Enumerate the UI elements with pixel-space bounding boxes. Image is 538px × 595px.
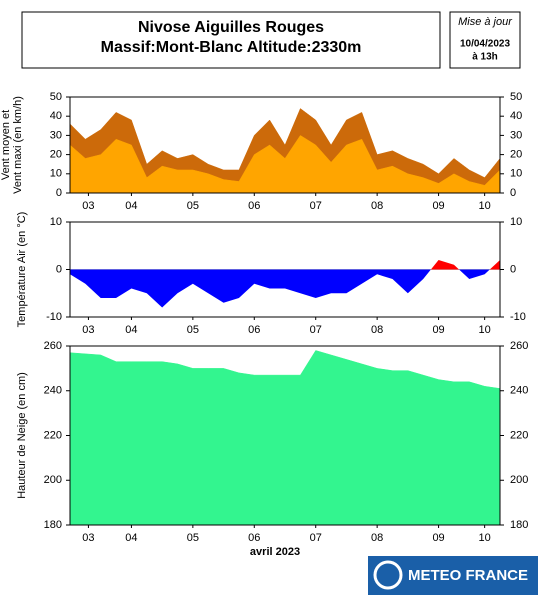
- y-tick-label-right: 220: [510, 429, 528, 441]
- title-line: Massif:Mont-Blanc Altitude:2330m: [101, 39, 362, 56]
- y-tick-label-right: 200: [510, 474, 528, 486]
- x-tick-label: 09: [432, 532, 444, 544]
- y-tick-label: 10: [50, 168, 62, 180]
- area-below: [70, 269, 500, 308]
- y-tick-label-right: 180: [510, 519, 528, 531]
- y-tick-label: 20: [50, 149, 62, 161]
- y-tick-label: 40: [50, 110, 62, 122]
- y-tick-label: 0: [56, 263, 62, 275]
- y-tick-label-right: -10: [510, 311, 526, 323]
- logo-icon: [373, 560, 403, 590]
- y-tick-label: 260: [44, 340, 62, 352]
- x-tick-label: 04: [125, 324, 137, 336]
- y-tick-label: 50: [50, 91, 62, 103]
- logo-text: METEO FRANCE: [408, 567, 528, 584]
- y-tick-label: -10: [46, 311, 62, 323]
- area: [69, 350, 501, 526]
- x-tick-label: 05: [187, 532, 199, 544]
- y-tick-label: 220: [44, 429, 62, 441]
- y-axis-label: Température Air (en °C): [16, 212, 28, 328]
- x-tick-label: 07: [310, 532, 322, 544]
- y-tick-label-right: 10: [510, 216, 522, 228]
- y-tick-label-right: 10: [510, 168, 522, 180]
- update-label: Mise à jour: [458, 16, 513, 28]
- x-tick-label: 09: [432, 200, 444, 212]
- x-tick-label: 04: [125, 532, 137, 544]
- plot-frame: [69, 96, 501, 194]
- y-tick-label: 10: [50, 216, 62, 228]
- x-tick-label: 10: [479, 324, 491, 336]
- y-axis-label: Vent moyen et: [0, 110, 12, 180]
- y-tick-label: 240: [44, 385, 62, 397]
- area-above: [70, 260, 500, 270]
- x-tick-label: 03: [82, 200, 94, 212]
- x-tick-label: 06: [248, 324, 260, 336]
- y-tick-label-right: 0: [510, 263, 516, 275]
- x-tick-label: 08: [371, 324, 383, 336]
- title-line: Nivose Aiguilles Rouges: [138, 19, 324, 36]
- y-tick-label-right: 50: [510, 91, 522, 103]
- x-tick-label: 07: [310, 200, 322, 212]
- x-tick-label: 06: [248, 200, 260, 212]
- x-tick-label: 07: [310, 324, 322, 336]
- y-axis-label: Hauteur de Neige (en cm): [16, 372, 28, 499]
- x-tick-label: 08: [371, 200, 383, 212]
- logo-box: [368, 556, 538, 595]
- x-tick-label: 03: [82, 324, 94, 336]
- y-axis-label: Vent maxi (en km/h): [12, 96, 24, 194]
- y-tick-label-right: 20: [510, 149, 522, 161]
- update-hour: à 13h: [472, 52, 498, 63]
- y-tick-label: 200: [44, 474, 62, 486]
- x-tick-label: 05: [187, 324, 199, 336]
- y-tick-label-right: 240: [510, 385, 528, 397]
- y-tick-label-right: 260: [510, 340, 528, 352]
- title-box: [21, 11, 441, 69]
- x-tick-label: 10: [479, 532, 491, 544]
- area: [69, 135, 501, 194]
- y-tick-label: 180: [44, 519, 62, 531]
- x-axis-label: avril 2023: [250, 546, 300, 558]
- y-tick-label-right: 0: [510, 187, 516, 199]
- x-tick-label: 04: [125, 200, 137, 212]
- y-tick-label: 30: [50, 129, 62, 141]
- x-tick-label: 06: [248, 532, 260, 544]
- x-tick-label: 08: [371, 532, 383, 544]
- update-date: 10/04/2023: [460, 39, 510, 50]
- x-tick-label: 03: [82, 532, 94, 544]
- x-tick-label: 05: [187, 200, 199, 212]
- x-tick-label: 09: [432, 324, 444, 336]
- y-tick-label-right: 30: [510, 129, 522, 141]
- y-tick-label: 0: [56, 187, 62, 199]
- y-tick-label-right: 40: [510, 110, 522, 122]
- update-box: [449, 11, 521, 69]
- x-tick-label: 10: [479, 200, 491, 212]
